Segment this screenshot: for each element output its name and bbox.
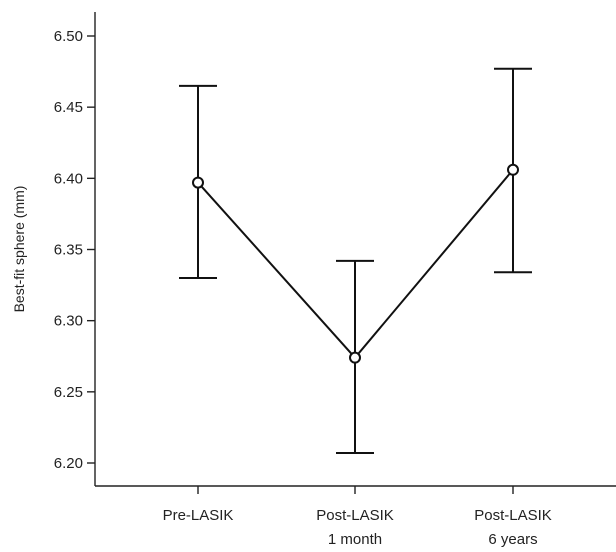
- data-point: [507, 163, 519, 176]
- y-tick-label: 6.40: [54, 170, 83, 187]
- y-ticks: 6.20 6.25 6.30 6.35 6.40 6.45 6.50: [54, 28, 95, 472]
- y-tick-label: 6.35: [54, 242, 83, 259]
- x-tick-label: 6 years: [488, 531, 537, 548]
- data-point: [349, 351, 361, 364]
- y-tick-label: 6.20: [54, 455, 83, 472]
- x-ticks: Pre-LASIK Post-LASIK 1 month Post-LASIK 6 ye…: [163, 486, 552, 548]
- y-tick-label: 6.25: [54, 384, 83, 401]
- error-bars: [179, 67, 532, 455]
- x-tick-label: Pre-LASIK: [163, 507, 234, 524]
- y-tick-label: 6.45: [54, 99, 83, 116]
- y-tick-label: 6.30: [54, 313, 83, 330]
- x-tick-label: Post-LASIK: [474, 507, 552, 524]
- x-tick-label: 1 month: [328, 531, 382, 548]
- y-axis-title: Best-fit sphere (mm): [11, 186, 27, 313]
- y-tick-label: 6.50: [54, 28, 83, 45]
- data-point: [192, 176, 204, 189]
- x-tick-label: Post-LASIK: [316, 507, 394, 524]
- data-points: [192, 163, 519, 364]
